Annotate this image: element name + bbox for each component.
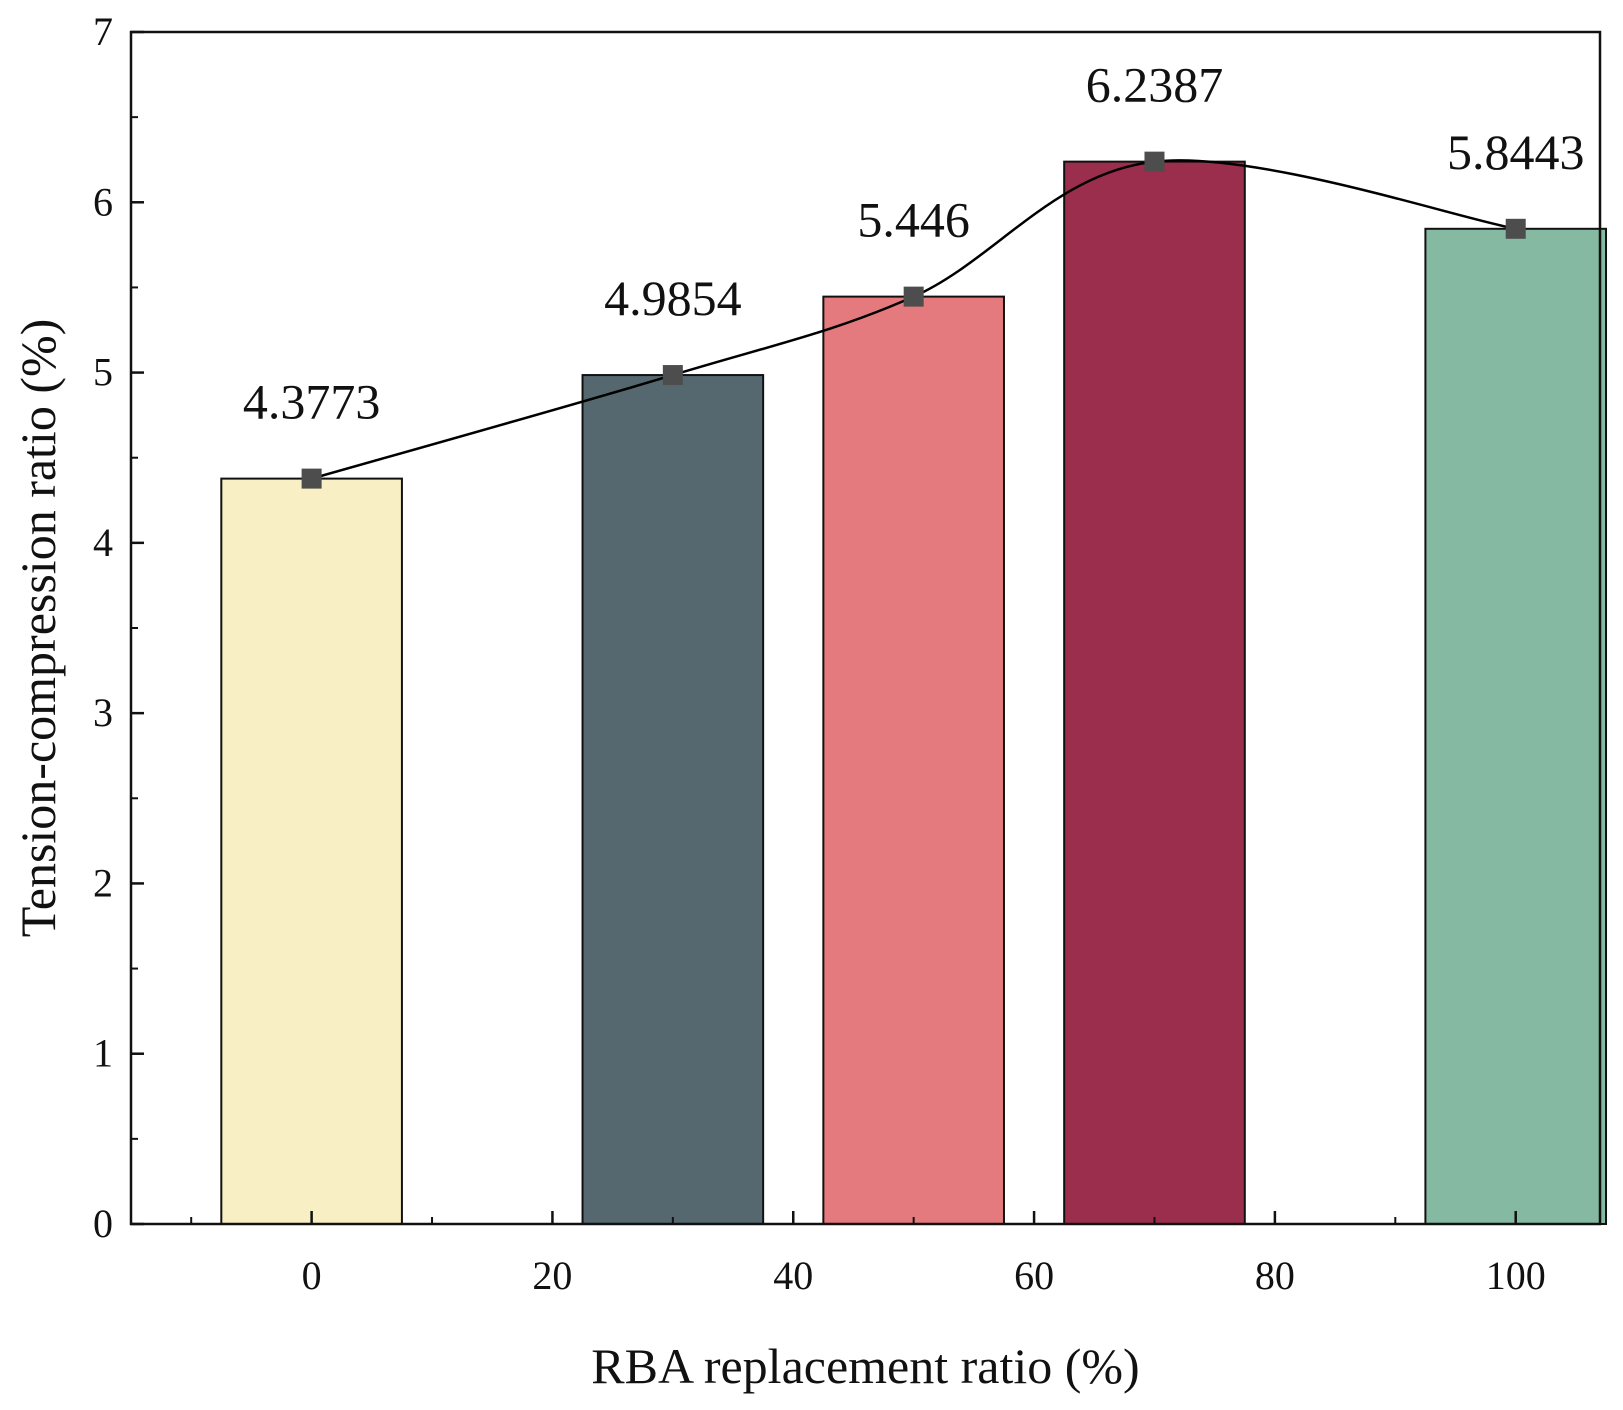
y-axis-title: Tension-compression ratio (%) [10, 319, 66, 938]
bar-5.446 [822, 295, 1005, 1225]
x-tick-label-40: 40 [773, 1253, 813, 1298]
x-tick-label-100: 100 [1486, 1253, 1546, 1298]
data-labels-group: 4.3773 4.9854 5.446 6.2387 5.8443 [243, 57, 1585, 430]
axes-group: 0 1 2 3 4 5 6 7 0 20 40 60 80 100 [93, 9, 1602, 1298]
bar-5.8443 [1424, 227, 1608, 1225]
x-tick-label-60: 60 [1014, 1253, 1054, 1298]
y-tick-label-1: 1 [93, 1031, 113, 1076]
data-label-5.446: 5.446 [857, 192, 970, 248]
data-label-4.9854: 4.9854 [604, 270, 742, 326]
y-tick-label-0: 0 [93, 1201, 113, 1246]
bar-6.2387 [1063, 160, 1246, 1225]
data-label-5.8443: 5.8443 [1447, 124, 1585, 180]
y-tick-label-5: 5 [93, 350, 113, 395]
y-tick-label-3: 3 [93, 690, 113, 735]
y-tick-label-7: 7 [93, 9, 113, 54]
x-tick-label-20: 20 [532, 1253, 572, 1298]
marker-5.8443 [1505, 218, 1526, 239]
y-tick-label-4: 4 [93, 520, 113, 565]
bar-4.3773 [220, 477, 403, 1225]
y-tick-label-2: 2 [93, 860, 113, 905]
x-tick-label-80: 80 [1255, 1253, 1295, 1298]
bar-4.9854 [581, 374, 765, 1225]
marker-6.2387 [1144, 151, 1165, 172]
bars-group [220, 160, 1608, 1225]
markers-group [301, 151, 1526, 489]
data-label-6.2387: 6.2387 [1086, 57, 1224, 113]
x-tick-label-0: 0 [302, 1253, 322, 1298]
y-tick-label-6: 6 [93, 179, 113, 224]
marker-5.446 [903, 286, 924, 307]
marker-4.3773 [301, 468, 322, 489]
x-axis-title: RBA replacement ratio (%) [591, 1338, 1139, 1394]
data-label-4.3773: 4.3773 [243, 374, 381, 430]
marker-4.9854 [662, 365, 683, 386]
